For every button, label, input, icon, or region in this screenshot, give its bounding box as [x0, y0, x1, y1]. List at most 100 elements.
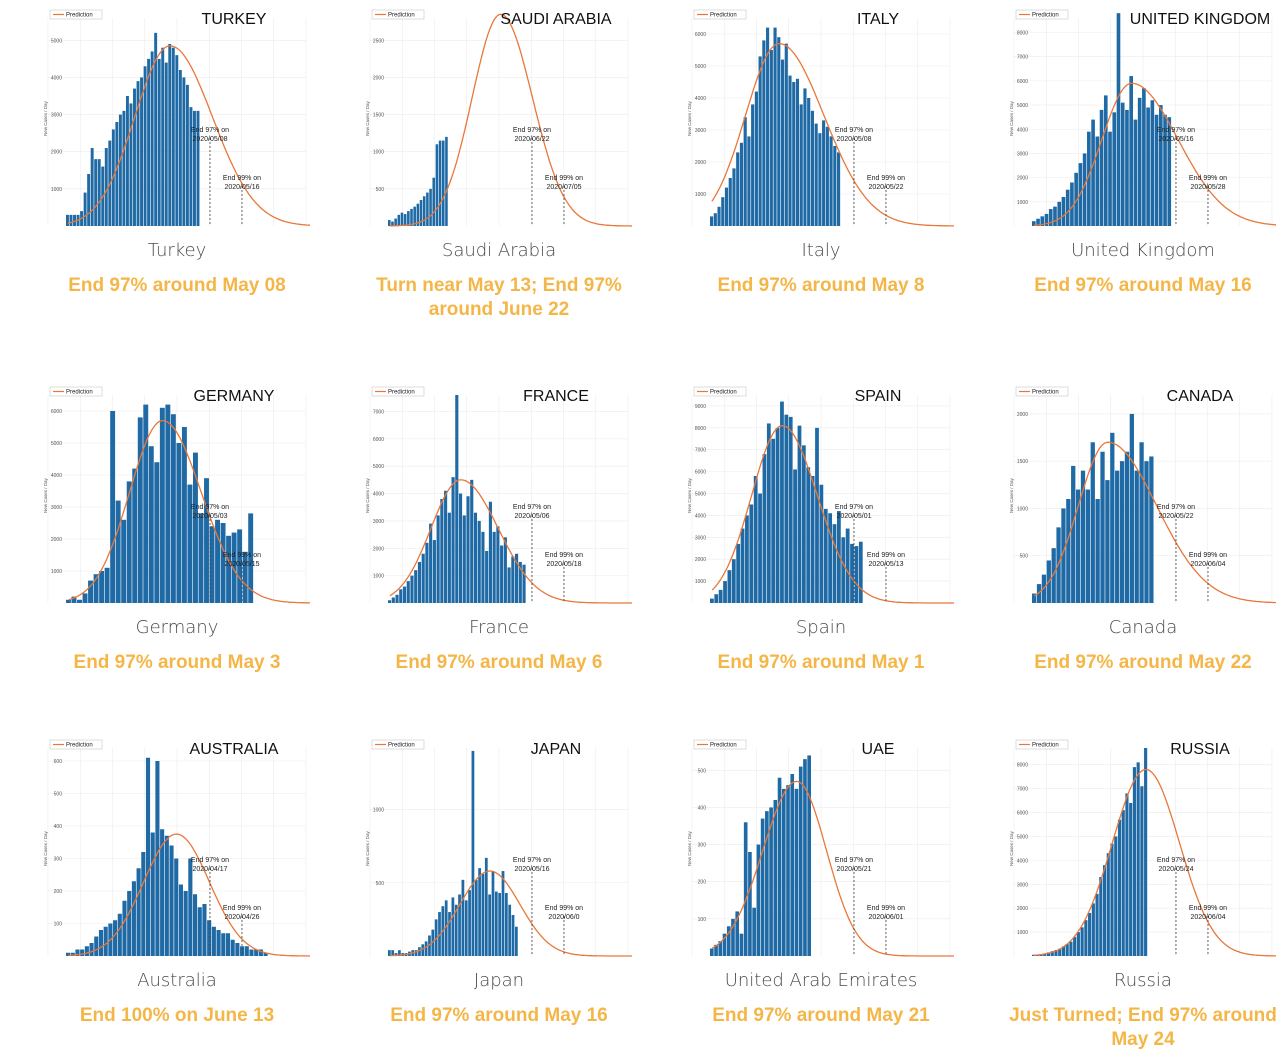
bar: [150, 832, 155, 956]
prediction-curve: [67, 45, 310, 226]
bar: [745, 515, 749, 603]
end97-label: End 97% on: [835, 857, 873, 864]
bar: [837, 511, 841, 603]
y-tick-label: 2000: [373, 546, 384, 552]
bar: [193, 894, 198, 956]
bar: [104, 148, 108, 226]
y-tick-label: 3000: [373, 519, 384, 525]
bar: [777, 777, 782, 956]
country-caption: United Kingdom: [1071, 240, 1215, 261]
y-tick-label: 200: [698, 880, 707, 886]
bar: [822, 120, 826, 226]
chart-svg: 500 1000 New Cases / Day End 97% on 2020/05/…: [366, 739, 632, 957]
y-tick-label: 1000: [695, 192, 706, 198]
end97-label: End 97% on: [1157, 127, 1195, 134]
legend-label: Prediction: [710, 743, 737, 749]
chart-svg: 1000 2000 3000 4000 5000 6000 7000 New Cases / …: [366, 386, 632, 604]
bar: [145, 757, 151, 956]
bar: [780, 401, 784, 603]
bar: [410, 208, 413, 226]
bar: [244, 946, 249, 956]
bar: [1090, 442, 1095, 603]
country-caption: Spain: [795, 617, 847, 638]
bar: [1075, 489, 1081, 603]
y-tick-label: 7000: [373, 409, 384, 415]
bar: [168, 44, 172, 226]
y-tick-label: 5000: [695, 64, 706, 70]
y-tick-label: 300: [54, 857, 63, 863]
end99-label: End 99% on: [1189, 552, 1227, 559]
end97-label: End 97% on: [1157, 857, 1195, 864]
bar: [1129, 413, 1134, 603]
bar: [713, 213, 717, 226]
y-tick-label: 1500: [373, 113, 384, 119]
y-axis-label: New Cases / Day: [44, 830, 48, 866]
chart-title: SPAIN: [855, 388, 902, 405]
y-axis-label: New Cases / Day: [1010, 100, 1014, 136]
legend: Prediction: [49, 386, 103, 397]
chart-svg: 1000 2000 3000 4000 5000 6000 7000 8000 New Case…: [1010, 9, 1276, 227]
end97-label: End 97% on: [513, 504, 551, 511]
bar: [828, 513, 833, 603]
bar: [1119, 461, 1125, 603]
bar: [815, 427, 819, 603]
bar: [1073, 936, 1077, 956]
bar: [394, 953, 398, 956]
bar: [1159, 105, 1163, 226]
bar: [762, 454, 767, 603]
bar: [748, 852, 752, 956]
bar: [724, 187, 729, 226]
chart-title: TURKEY: [202, 11, 267, 28]
gridlines: 500 1000 1500 2000 2500: [369, 18, 629, 226]
bar: [481, 873, 485, 956]
bar: [421, 553, 425, 603]
chart-title: UAE: [862, 741, 895, 758]
y-tick-label: 9000: [695, 404, 706, 410]
bar: [798, 766, 803, 956]
bar: [1125, 109, 1129, 226]
bar: [143, 66, 147, 227]
bar: [1137, 97, 1142, 226]
end97-label: End 97% on: [513, 857, 551, 864]
bar: [766, 27, 770, 226]
bar: [710, 948, 714, 956]
bar: [753, 476, 758, 603]
bar: [1149, 456, 1154, 603]
chart: 1000 2000 3000 4000 5000 6000 New Cases / Day E…: [688, 8, 954, 234]
y-tick-label: 5000: [51, 441, 62, 447]
bar: [425, 542, 429, 603]
y-tick-label: 2000: [373, 75, 384, 81]
bar: [806, 467, 811, 603]
bar: [492, 531, 496, 603]
bar: [478, 868, 481, 956]
bar: [1069, 941, 1073, 956]
bar: [481, 531, 485, 603]
bar: [1036, 584, 1042, 603]
bar: [1080, 470, 1086, 603]
bar: [98, 930, 104, 956]
end97-date: 2020/05/24: [1158, 866, 1193, 873]
y-tick-label: 400: [54, 824, 63, 830]
bars: [1032, 413, 1154, 603]
legend: Prediction: [371, 386, 425, 397]
bar: [732, 168, 736, 226]
bar: [419, 200, 423, 226]
end99-date: 2020/06/04: [1190, 561, 1225, 568]
chart-svg: 500 1000 1500 2000 New Cases / Day End 97% on…: [1010, 386, 1276, 604]
bar: [122, 900, 127, 956]
bar: [71, 596, 77, 603]
bar: [73, 214, 76, 226]
end99-label: End 99% on: [867, 905, 905, 912]
bar: [1061, 508, 1066, 603]
bar: [522, 564, 526, 603]
legend: Prediction: [371, 9, 425, 20]
y-tick-label: 3000: [695, 535, 706, 541]
y-tick-label: 6000: [51, 409, 62, 415]
bar: [458, 894, 461, 956]
end97-date: 2020/05/08: [192, 136, 227, 143]
bars: [1032, 748, 1148, 956]
legend: Prediction: [49, 739, 103, 750]
bar: [780, 59, 785, 226]
bar: [1091, 119, 1095, 226]
y-axis-label: New Cases / Day: [366, 830, 370, 866]
